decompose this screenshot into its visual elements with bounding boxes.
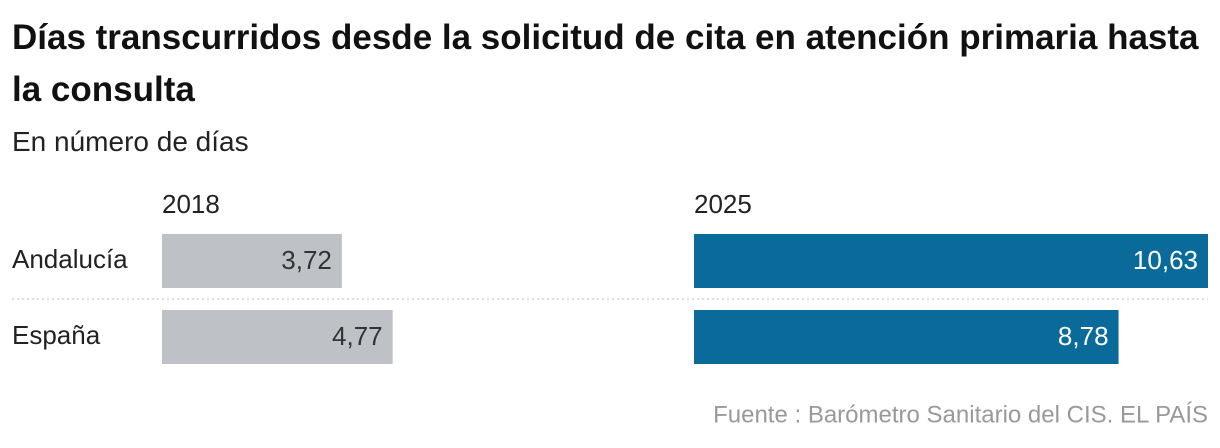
legend-label: 2018	[162, 189, 220, 219]
chart-title: Días transcurridos desde la solicitud de…	[12, 18, 1199, 109]
value-label: 4,77	[332, 321, 383, 351]
value-label: 3,72	[281, 245, 332, 275]
bar	[162, 310, 393, 364]
value-label: 8,78	[1058, 321, 1109, 351]
category-label: España	[12, 320, 101, 350]
legend-label: 2025	[694, 189, 752, 219]
value-label: 10,63	[1133, 245, 1198, 275]
bar	[694, 310, 1119, 364]
bar	[694, 234, 1208, 288]
category-label: Andalucía	[12, 244, 128, 274]
chart-subtitle: En número de días	[12, 126, 249, 157]
source: Fuente : Barómetro Sanitario del CIS. EL…	[713, 401, 1208, 428]
bar	[162, 234, 342, 288]
